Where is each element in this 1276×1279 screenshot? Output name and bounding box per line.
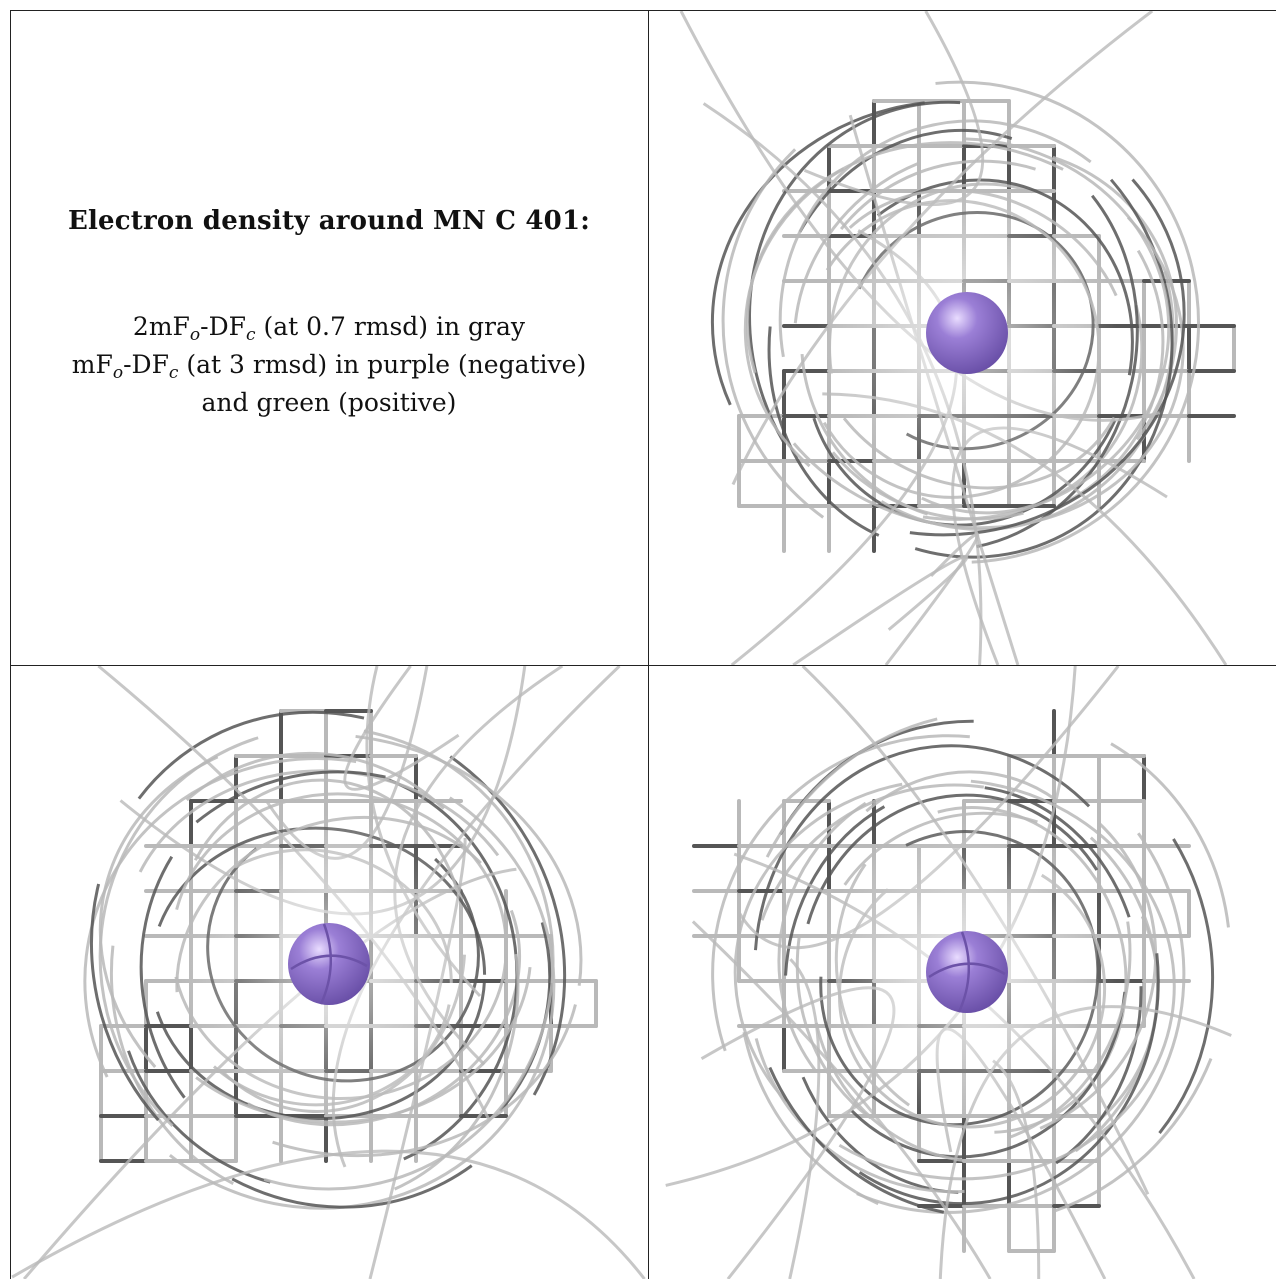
table-left-border (10, 10, 11, 1279)
legend-line-gray: 2mFo-DFc (at 0.7 rmsd) in gray (132, 312, 526, 345)
legend-text: 2mFo-DFc (at 0.7 rmsd) in gray mFo-DFc (… (72, 308, 586, 422)
density-view-bottom-right (649, 666, 1276, 1279)
legend-line-positive: and green (positive) (201, 388, 457, 417)
density-mesh-view-2 (11, 666, 646, 1279)
mesh-strand-over-atom (957, 931, 970, 1013)
mesh-strand-over-atom (928, 962, 1006, 979)
mn-atom-sphere (926, 292, 1008, 374)
table-middle-border (10, 665, 1276, 666)
density-mesh-view-1 (679, 11, 1236, 665)
table-center-border (648, 10, 649, 1279)
mn-atom-sphere (926, 931, 1008, 1013)
table-top-border (10, 10, 1276, 11)
legend-title: Electron density around MN C 401: (67, 206, 591, 236)
legend-line-difference: mFo-DFc (at 3 rmsd) in purple (negative) (71, 350, 587, 383)
density-view-top-right (649, 11, 1276, 665)
legend-cell: Electron density around MN C 401: 2mFo-D… (10, 10, 648, 665)
mesh-strand-over-atom (290, 954, 368, 971)
mn-atom-sphere (288, 923, 370, 1005)
density-mesh-view-3 (665, 666, 1232, 1279)
mesh-strand-over-atom (319, 923, 332, 1005)
density-view-bottom-left (11, 666, 648, 1279)
